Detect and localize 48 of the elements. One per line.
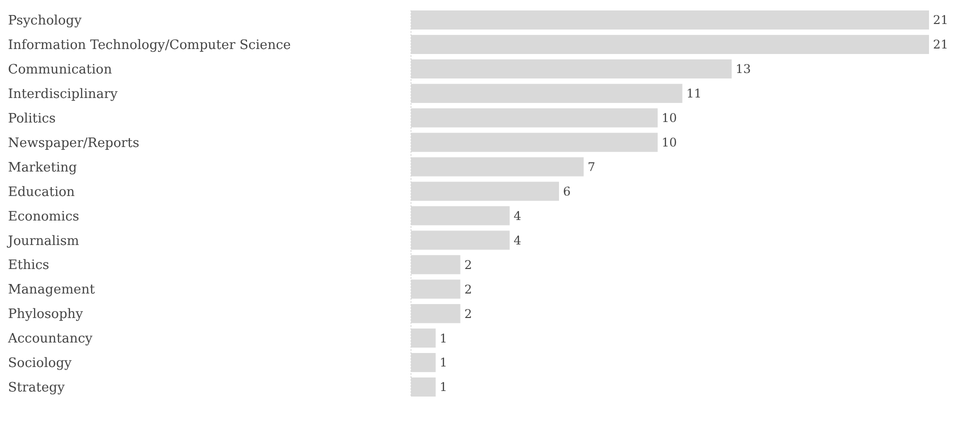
y-tick-label: Marketing xyxy=(8,160,77,176)
y-tick-label: Sociology xyxy=(8,356,72,372)
bar xyxy=(411,255,460,274)
y-tick-label: Strategy xyxy=(8,380,66,396)
bar xyxy=(411,304,460,324)
y-tick-label: Politics xyxy=(8,111,56,126)
bar xyxy=(411,280,460,299)
data-label: 1 xyxy=(440,356,448,370)
bar xyxy=(411,353,436,372)
data-label: 21 xyxy=(933,13,948,28)
y-tick-label: Accountancy xyxy=(7,332,94,347)
data-label: 7 xyxy=(588,160,596,174)
data-label: 1 xyxy=(440,331,448,346)
data-label: 2 xyxy=(464,306,472,321)
data-label: 21 xyxy=(933,38,948,52)
y-tick-label: Phylosophy xyxy=(8,307,84,322)
y-tick-label: Journalism xyxy=(6,234,80,249)
y-tick-label: Education xyxy=(8,184,76,200)
data-label: 11 xyxy=(686,86,702,101)
bar xyxy=(411,328,436,348)
data-label: 10 xyxy=(662,111,677,126)
bar xyxy=(411,230,510,250)
data-label: 13 xyxy=(736,62,751,76)
bar xyxy=(411,84,682,103)
data-label: 2 xyxy=(464,282,472,296)
data-label: 10 xyxy=(662,136,677,150)
y-tick-label: Ethics xyxy=(8,258,50,274)
y-tick-label: Economics xyxy=(8,209,80,224)
bar xyxy=(411,377,436,397)
bar xyxy=(411,10,929,30)
bar xyxy=(411,157,584,176)
data-label: 4 xyxy=(514,233,522,248)
data-label: 4 xyxy=(514,208,522,223)
y-tick-label: Interdisciplinary xyxy=(8,86,118,102)
data-label: 1 xyxy=(440,380,448,394)
bar xyxy=(411,108,658,128)
y-tick-label: Psychology xyxy=(8,14,82,29)
bar xyxy=(411,132,658,152)
bar xyxy=(411,59,732,78)
y-tick-label: Management xyxy=(8,282,96,298)
data-label: 6 xyxy=(563,184,571,198)
bar xyxy=(411,206,510,226)
bar xyxy=(411,182,559,201)
data-label: 2 xyxy=(464,258,472,272)
y-tick-label: Communication xyxy=(8,62,113,78)
y-tick-label: Information Technology/Computer Science xyxy=(8,38,292,54)
y-tick-label: Newspaper/Reports xyxy=(8,136,140,151)
bar xyxy=(411,34,929,54)
